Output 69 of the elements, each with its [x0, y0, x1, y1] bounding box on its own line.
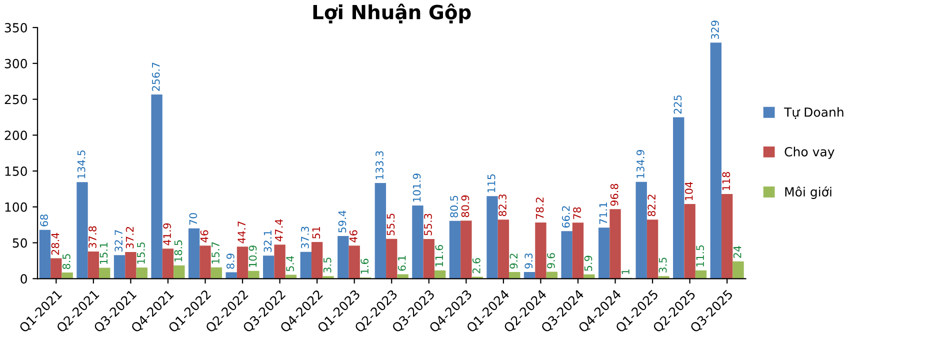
data-label: 5.9 [584, 256, 592, 271]
data-label: 51 [312, 226, 320, 238]
data-label: 15.5 [137, 242, 145, 264]
data-label: 46 [200, 230, 208, 242]
legend-label: Môi giới [785, 186, 832, 199]
data-label: 37.8 [88, 226, 96, 248]
data-label: 37.2 [126, 227, 134, 248]
data-label: 32.1 [264, 230, 272, 252]
data-label: 134.5 [77, 150, 86, 178]
data-label: 101.9 [412, 174, 421, 202]
data-label: 37.3 [301, 226, 309, 248]
data-label: 1 [622, 269, 630, 274]
data-label: 115 [488, 174, 496, 192]
data-label: 133.3 [376, 151, 384, 180]
data-label: 71.1 [599, 202, 607, 224]
y-tick-label: 350 [4, 22, 27, 32]
data-label: 6.1 [398, 256, 406, 271]
data-label: 134.9 [636, 150, 644, 178]
data-label: 2.6 [472, 258, 480, 274]
data-label: 46 [349, 230, 358, 242]
data-label: 18.5 [174, 240, 182, 262]
data-label: 78.2 [536, 198, 544, 219]
data-label: 59.4 [338, 210, 346, 232]
legend-label: Cho vay [784, 146, 834, 159]
data-label: 32.7 [114, 230, 123, 252]
data-label: 8.9 [226, 254, 234, 269]
data-label: 80.5 [450, 196, 458, 218]
data-label: 225 [674, 95, 682, 114]
data-label: 5.4 [286, 256, 294, 272]
data-label: 47.4 [275, 219, 283, 242]
y-tick-label: 150 [5, 166, 27, 176]
data-label: 1.6 [360, 258, 369, 274]
data-label: 104 [684, 182, 693, 200]
data-label: 9.3 [524, 253, 533, 269]
data-label: 80.9 [461, 195, 470, 218]
data-label: 24 [733, 246, 742, 258]
y-tick-label: 100 [5, 202, 27, 212]
data-label: 118 [722, 172, 730, 190]
legend-label: Tự Doanh [784, 107, 844, 119]
y-tick-label: 200 [4, 130, 27, 140]
data-label: 9.6 [547, 253, 555, 268]
data-label: 3.5 [658, 258, 667, 273]
data-label: 15.1 [100, 242, 108, 264]
data-label: 44.7 [238, 221, 246, 244]
y-tick-label: 50 [12, 238, 27, 248]
y-tick-label: 300 [4, 58, 27, 68]
data-label: 66.2 [562, 206, 570, 228]
data-label: 82.2 [648, 194, 656, 216]
data-label: 11.6 [435, 245, 444, 266]
data-label: 9.2 [510, 254, 518, 269]
data-label: 70 [189, 213, 198, 225]
data-label: 82.3 [498, 194, 506, 216]
y-tick-label: 250 [4, 94, 27, 104]
data-label: 28.4 [51, 232, 60, 255]
data-label: 55.5 [386, 214, 395, 236]
data-label: 8.5 [62, 254, 70, 270]
data-label: 256.7 [152, 62, 160, 91]
data-label: 10.9 [248, 246, 257, 267]
chart-title: Lợi Nhuận Gộp [313, 4, 471, 24]
data-label: 68 [40, 214, 48, 226]
y-tick-label: 0 [20, 274, 27, 284]
data-label: 78 [573, 207, 582, 220]
data-label: 41.9 [163, 223, 171, 246]
data-label: 329 [711, 20, 719, 40]
data-label: 3.5 [323, 258, 332, 273]
data-label: 96.8 [610, 184, 618, 206]
data-label: 55.3 [424, 214, 432, 236]
data-label: 11.5 [696, 245, 704, 266]
data-label: 15.7 [212, 242, 220, 264]
